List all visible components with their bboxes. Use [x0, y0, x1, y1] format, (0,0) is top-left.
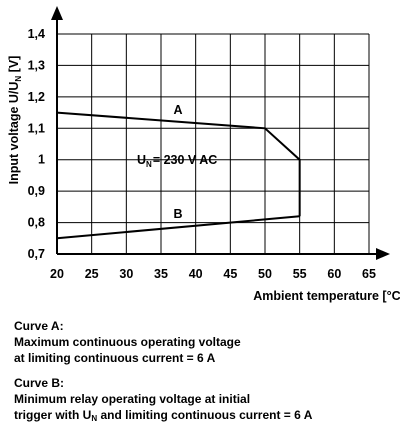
y-tick-1,4: 1,4: [28, 27, 45, 41]
axes: [51, 6, 390, 260]
series-line-B: [56, 215, 300, 240]
y-tick-1: 1: [38, 153, 45, 167]
x-tick-35: 35: [154, 267, 168, 281]
curve-b-subscript: N: [91, 414, 98, 423]
x-tick-25: 25: [85, 267, 99, 281]
voltage-annotation: UN= 230 V AC: [137, 153, 217, 169]
voltage-annotation-subscript: N: [146, 160, 152, 169]
y-tick-labels: 0,7 0,8 0,9 1 1,1 1,2 1,3 1,4: [28, 27, 45, 261]
y-tick-0,8: 0,8: [28, 216, 45, 230]
x-tick-55: 55: [293, 267, 307, 281]
y-axis-title: Input voltage U/UN [V]: [7, 56, 23, 185]
y-tick-1,2: 1,2: [28, 90, 45, 104]
derating-chart: 20 25 30 35 40 45 50 55 60 65 0,7 0,8 0,9 1 1,1 1,2 1,3…: [7, 6, 400, 303]
curve-a-line2: at limiting continuous current = 6 A: [14, 351, 216, 365]
curve-notes: Curve A: Maximum continuous operating vo…: [14, 318, 394, 432]
curve-b-note: Curve B: Minimum relay operating voltage…: [14, 375, 394, 423]
grid-lines: [57, 33, 370, 254]
x-tick-45: 45: [223, 267, 237, 281]
y-axis-arrow: [51, 6, 63, 20]
curve-a-title: Curve A:: [14, 319, 64, 333]
y-tick-1,3: 1,3: [28, 58, 45, 72]
curve-a-note: Curve A: Maximum continuous operating vo…: [14, 318, 394, 366]
x-tick-labels: 20 25 30 35 40 45 50 55 60 65: [50, 267, 376, 281]
x-tick-60: 60: [327, 267, 341, 281]
curve-b-line2: trigger with UN and limiting continuous …: [14, 408, 313, 423]
x-tick-50: 50: [258, 267, 272, 281]
x-tick-65: 65: [362, 267, 376, 281]
y-tick-0,9: 0,9: [28, 184, 45, 198]
series-lines: [56, 111, 301, 240]
series-labels: AB: [173, 103, 182, 221]
series-line-A: [56, 111, 301, 217]
x-axis-title: Ambient temperature [°C]: [253, 289, 400, 303]
y-axis-title-subscript: N: [14, 76, 23, 82]
x-tick-20: 20: [50, 267, 64, 281]
curve-a-line1: Maximum continuous operating voltage: [14, 335, 241, 349]
series-label-B: B: [173, 207, 182, 221]
series-label-A: A: [173, 103, 182, 117]
x-axis-arrow: [376, 248, 390, 260]
curve-b-title: Curve B:: [14, 376, 65, 390]
x-tick-40: 40: [189, 267, 203, 281]
y-tick-0,7: 0,7: [28, 247, 45, 261]
x-tick-30: 30: [119, 267, 133, 281]
curve-b-line1: Minimum relay operating voltage at initi…: [14, 392, 251, 406]
y-tick-1,1: 1,1: [28, 121, 45, 135]
